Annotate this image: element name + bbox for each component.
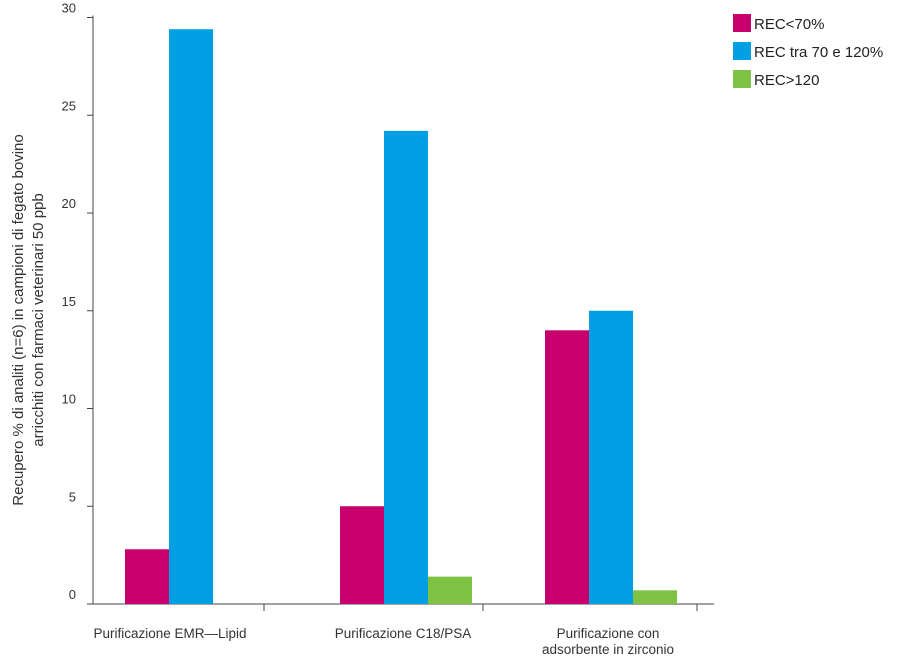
y-tick-label: 5 (69, 489, 76, 504)
bar (340, 506, 384, 604)
legend-swatch (733, 70, 751, 88)
legend-label: REC<70% (754, 16, 824, 33)
y-tick-label: 10 (62, 392, 76, 407)
y-ticks: 0 5 10 15 20 25 30 (62, 1, 93, 605)
y-axis-title: Recupero % di analiti (n=6) in campioni … (10, 134, 27, 505)
bar (633, 590, 677, 604)
bar (589, 310, 633, 604)
bar (169, 29, 213, 605)
x-tick-label: Purificazione C18/PSA (335, 626, 472, 641)
bar (384, 130, 428, 604)
x-tick-label: Purificazione con (557, 626, 660, 641)
legend-label: REC>120 (754, 72, 819, 89)
legend-swatch (733, 14, 751, 32)
bar (545, 330, 589, 604)
legend: REC<70% REC tra 70 e 120% REC>120 (733, 14, 883, 89)
x-tick-label: Purificazione EMR—Lipid (93, 626, 246, 641)
y-tick-label: 25 (62, 98, 76, 113)
bar (125, 549, 169, 604)
y-tick-label: 20 (62, 196, 76, 211)
y-tick-label: 30 (62, 1, 76, 16)
y-axis-label: Recupero % di analiti (n=6) in campioni … (10, 134, 47, 505)
y-tick-label: 0 (69, 587, 76, 602)
y-tick-label: 15 (62, 294, 76, 309)
legend-swatch (733, 42, 751, 60)
bar (428, 576, 472, 604)
bars (125, 29, 677, 605)
legend-label: REC tra 70 e 120% (754, 44, 883, 61)
y-axis-title: arricchiti con farmaci veterinari 50 ppb (30, 193, 47, 446)
x-tick-labels: Purificazione EMR—Lipid Purificazione C18… (93, 626, 674, 657)
x-tick-label: adsorbente in zirconio (542, 642, 674, 657)
